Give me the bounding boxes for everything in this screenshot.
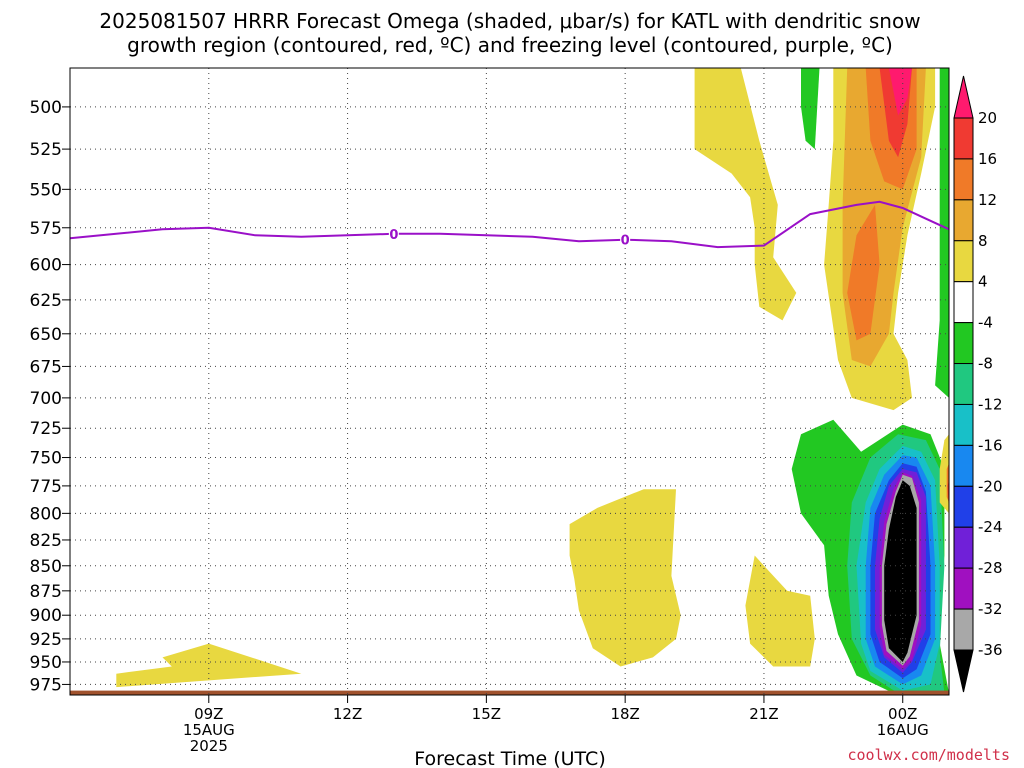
y-tick-label-700: 700 [30,389,62,409]
chart-title-line-2: growth region (contoured, red, ºC) and f… [127,33,893,57]
colorbar-label-4: 8 [978,232,988,250]
plot-frame [69,67,950,696]
omega-region-3 [694,68,797,321]
colorbar-box-2 [953,158,974,201]
colorbar-label-3: 12 [978,191,997,209]
freezing-level-label-bg-1 [388,225,399,242]
colorbar-arrow-top [953,75,974,119]
colorbar-box-6 [953,322,974,365]
colorbar-arrow-bottom [953,649,974,693]
omega-region-8 [847,204,880,341]
colorbar-label-8: -12 [978,395,1003,413]
colorbar-label-11: -24 [978,518,1003,536]
omega-region-2 [569,489,681,667]
x-tick-label-15-1: 15Z [472,705,501,723]
omega-region-21 [884,480,917,662]
y-tick-label-875: 875 [30,582,62,602]
colorbar-box-12 [953,567,974,610]
y-tick-label-625: 625 [30,291,62,311]
freezing-level-line [69,200,950,249]
x-tick-label-12-1: 12Z [333,705,362,723]
y-tick-label-550: 550 [30,180,62,200]
colorbar-box-5 [953,281,974,324]
colorbar-label-10: -20 [978,477,1003,495]
ground-band [70,690,949,695]
colorbar-label-1: 20 [978,109,997,127]
ground-surface [70,690,949,695]
colorbar-box-3 [953,199,974,242]
y-tick-label-650: 650 [30,325,62,345]
omega-region-10 [888,68,912,116]
y-tick-label-950: 950 [30,653,62,673]
omega-shading [116,68,949,694]
y-tick-label-600: 600 [30,256,62,276]
omega-region-12 [935,68,949,398]
colorbar-box-7 [953,363,974,405]
x-tick-label-9-3: 2025 [190,737,228,755]
y-tick-label-500: 500 [30,98,62,118]
y-tick-label-800: 800 [30,504,62,524]
x-tick-label-9-2: 15AUG [183,721,235,739]
colorbar-box-9 [953,444,974,487]
y-tick-label-750: 750 [30,449,62,469]
colorbar-box-11 [953,526,974,569]
colorbar-label-2: 16 [978,150,997,168]
x-tick-label-18-1: 18Z [610,705,639,723]
y-tick-label-775: 775 [30,477,62,497]
freezing-level-label-bg-2 [620,231,631,248]
credit-text: coolwx.com/modelts [847,746,1010,764]
y-tick-label-825: 825 [30,531,62,551]
omega-region-4 [745,555,815,667]
omega-region-11 [801,68,820,150]
colorbar-label-5: 4 [978,273,988,291]
colorbar-label-9: -16 [978,436,1003,454]
colorbar: 20 16 12 8 4 -4 -8 -12 -16 -20 -24 -28 -32 -36 [953,75,1003,693]
y-tick-label-900: 900 [30,606,62,626]
x-tick-label-21-1: 21Z [749,705,778,723]
colorbar-box-13 [953,608,974,651]
x-tick-label-24-1: 00Z [888,705,917,723]
plot-background [70,68,949,695]
omega-region-1 [116,643,302,688]
colorbar-box-10 [953,485,974,528]
colorbar-label-13: -32 [978,600,1003,618]
colorbar-label-14: -36 [978,641,1003,659]
x-axis-title: Forecast Time (UTC) [414,748,605,768]
y-tick-label-575: 575 [30,219,62,239]
y-tick-label-675: 675 [30,357,62,377]
colorbar-label-7: -8 [978,355,993,373]
y-axis-ticks: 500 525 550 575 600 625 650 675 700 725 750 775 800 8… [30,98,70,695]
colorbar-label-12: -28 [978,559,1003,577]
freezing-level-label-1: 0 [389,228,398,243]
y-tick-label-925: 925 [30,630,62,650]
x-tick-label-24-2: 16AUG [877,721,929,739]
colorbar-label-6: -4 [978,314,993,332]
x-tick-label-9-1: 09Z [194,705,223,723]
y-tick-label-725: 725 [30,419,62,439]
y-tick-label-850: 850 [30,557,62,577]
colorbar-box-4 [953,240,974,283]
freezing-level-label-2: 0 [621,234,630,249]
colorbar-box-8 [953,403,974,446]
chart-title-line-1: 2025081507 HRRR Forecast Omega (shaded, … [99,9,920,33]
y-tick-label-975: 975 [30,675,62,695]
y-tick-label-525: 525 [30,140,62,160]
omega-region-22 [939,434,949,514]
colorbar-box-1 [953,117,974,160]
